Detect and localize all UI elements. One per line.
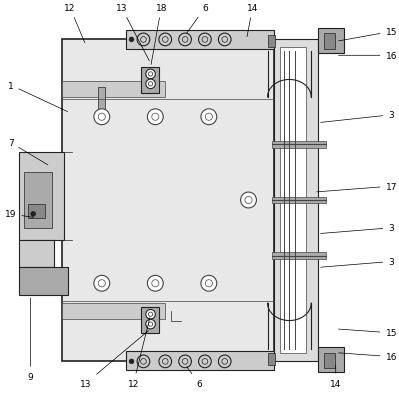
Circle shape xyxy=(159,34,172,47)
Circle shape xyxy=(129,359,134,364)
Text: 12: 12 xyxy=(128,318,150,388)
Text: 3: 3 xyxy=(321,224,394,234)
Circle shape xyxy=(94,275,110,292)
Circle shape xyxy=(146,70,155,79)
Text: 15: 15 xyxy=(338,328,397,338)
Text: 9: 9 xyxy=(28,298,33,381)
Bar xyxy=(18,240,54,268)
Bar xyxy=(274,41,318,360)
Circle shape xyxy=(218,34,231,47)
Text: 14: 14 xyxy=(330,365,342,388)
Bar xyxy=(62,82,165,98)
Text: 15: 15 xyxy=(338,28,397,42)
Text: 12: 12 xyxy=(64,4,85,44)
Bar xyxy=(18,268,68,296)
Text: 16: 16 xyxy=(338,52,397,61)
Bar xyxy=(142,68,159,94)
Text: 6: 6 xyxy=(187,367,202,388)
Text: 1: 1 xyxy=(8,81,67,112)
Circle shape xyxy=(146,80,155,89)
Bar xyxy=(324,353,335,368)
Circle shape xyxy=(31,212,36,217)
Bar xyxy=(126,30,274,50)
Circle shape xyxy=(159,355,172,368)
Text: 3: 3 xyxy=(321,257,394,267)
Circle shape xyxy=(146,320,155,329)
Bar xyxy=(272,142,326,148)
Circle shape xyxy=(179,34,192,47)
Circle shape xyxy=(146,310,155,319)
Circle shape xyxy=(147,109,163,126)
Circle shape xyxy=(241,192,257,209)
Bar xyxy=(269,36,275,48)
Text: 17: 17 xyxy=(317,182,397,192)
Text: 7: 7 xyxy=(8,139,48,166)
Bar xyxy=(62,303,165,319)
Text: 16: 16 xyxy=(338,352,397,361)
Circle shape xyxy=(129,38,134,43)
Text: 18: 18 xyxy=(151,4,167,65)
Circle shape xyxy=(201,109,217,126)
Bar xyxy=(126,351,274,371)
Bar xyxy=(28,205,45,218)
Bar xyxy=(269,354,275,365)
Bar xyxy=(142,307,159,333)
Bar xyxy=(318,347,344,373)
Circle shape xyxy=(137,355,150,368)
Bar xyxy=(324,34,335,49)
Bar xyxy=(62,41,274,360)
Text: 13: 13 xyxy=(80,331,148,388)
Bar xyxy=(272,197,326,204)
Circle shape xyxy=(201,275,217,292)
Text: 19: 19 xyxy=(5,210,34,219)
Circle shape xyxy=(94,109,110,126)
Circle shape xyxy=(147,275,163,292)
Text: 3: 3 xyxy=(321,111,394,123)
Circle shape xyxy=(218,355,231,368)
Bar xyxy=(24,173,52,228)
Bar xyxy=(272,253,326,259)
Text: 14: 14 xyxy=(247,4,258,38)
Circle shape xyxy=(199,355,211,368)
Text: 6: 6 xyxy=(187,4,208,34)
Bar xyxy=(318,28,344,54)
Circle shape xyxy=(199,34,211,47)
Circle shape xyxy=(179,355,192,368)
Circle shape xyxy=(137,34,150,47)
Bar xyxy=(18,153,64,240)
Bar xyxy=(98,88,105,109)
Text: 13: 13 xyxy=(116,4,149,62)
Bar xyxy=(280,48,306,353)
